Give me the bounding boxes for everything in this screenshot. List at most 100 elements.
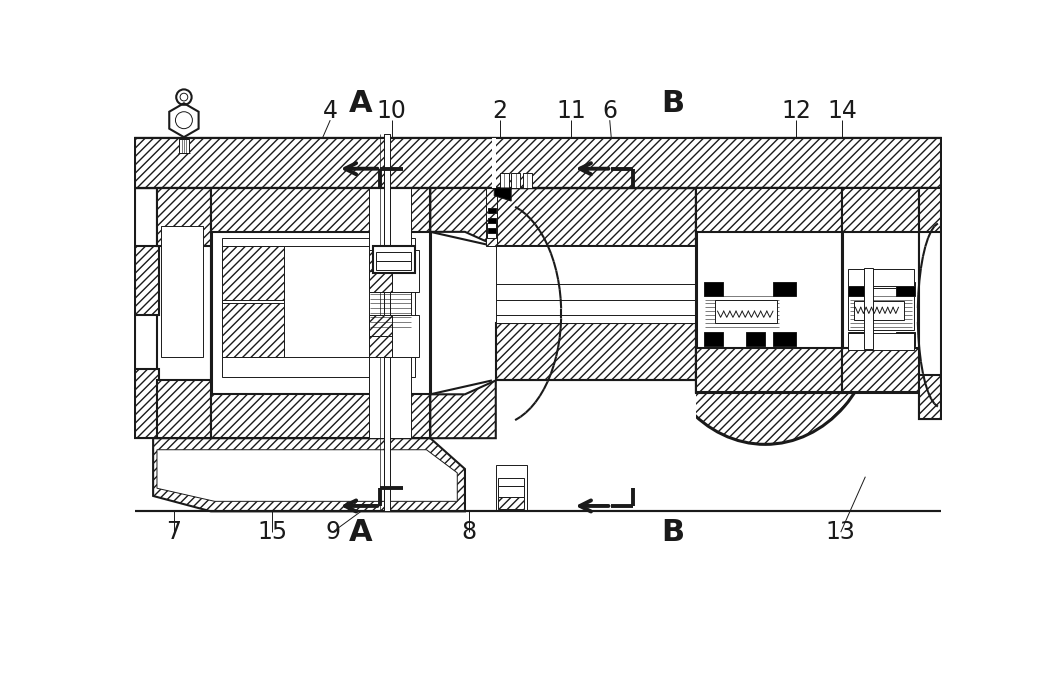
Polygon shape (495, 188, 511, 201)
Bar (842, 188, 920, 392)
Bar (708, 269, 761, 288)
Bar (135, 188, 159, 438)
Bar (392, 315, 419, 357)
Text: 6: 6 (603, 99, 617, 123)
Bar (369, 336, 392, 357)
Bar (920, 188, 941, 232)
Bar (848, 288, 914, 330)
Text: 2: 2 (492, 99, 507, 123)
Bar (696, 348, 842, 392)
Bar (223, 238, 415, 377)
Bar (158, 188, 211, 246)
Text: 8: 8 (461, 520, 477, 544)
Bar (376, 252, 412, 261)
Bar (211, 188, 430, 232)
Bar (704, 332, 723, 346)
Ellipse shape (653, 186, 877, 444)
Bar (211, 188, 430, 438)
Bar (511, 173, 521, 188)
Text: B: B (662, 89, 685, 118)
Bar (496, 323, 696, 381)
Text: 11: 11 (556, 99, 586, 123)
Bar (704, 288, 781, 330)
Bar (715, 300, 777, 323)
Bar (496, 246, 696, 323)
Bar (486, 188, 498, 246)
Bar (369, 271, 392, 292)
Bar (696, 188, 842, 232)
Bar (523, 173, 532, 188)
Bar (773, 282, 796, 295)
Bar (498, 498, 524, 509)
Bar (223, 304, 284, 357)
Bar (842, 188, 920, 232)
Bar (376, 261, 412, 270)
Bar (708, 330, 761, 349)
Bar (180, 139, 189, 153)
Text: A: A (350, 89, 373, 118)
Bar (369, 249, 392, 271)
Bar (696, 188, 842, 392)
Text: 13: 13 (825, 520, 856, 544)
Text: B: B (662, 517, 685, 547)
Bar (158, 188, 211, 438)
Bar (384, 134, 391, 511)
Polygon shape (430, 381, 496, 438)
Bar (211, 394, 430, 438)
Bar (161, 226, 203, 357)
Bar (369, 315, 392, 357)
Bar (848, 332, 864, 346)
Bar (135, 369, 159, 438)
Text: 7: 7 (166, 520, 182, 544)
Bar (920, 375, 941, 419)
Text: 15: 15 (257, 520, 288, 544)
Bar (500, 173, 509, 188)
Bar (135, 138, 941, 188)
Bar (392, 249, 419, 292)
Bar (848, 269, 914, 286)
Bar (488, 218, 496, 223)
Bar (488, 208, 496, 213)
Bar (854, 301, 904, 321)
Bar (864, 268, 874, 349)
Polygon shape (430, 188, 496, 246)
Bar (696, 348, 842, 392)
Bar (369, 188, 412, 438)
Bar (496, 188, 696, 246)
Bar (773, 332, 796, 346)
Text: 14: 14 (827, 99, 857, 123)
Bar (223, 246, 284, 357)
Bar (135, 246, 159, 315)
Bar (704, 282, 723, 295)
Bar (486, 223, 496, 238)
Bar (488, 228, 496, 232)
Bar (369, 315, 392, 336)
Bar (696, 188, 842, 392)
Bar (897, 332, 916, 346)
Text: 4: 4 (322, 99, 338, 123)
Bar (369, 249, 392, 292)
Bar (897, 282, 916, 295)
Bar (373, 246, 415, 272)
Text: A: A (350, 517, 373, 547)
Bar (498, 486, 524, 498)
Text: 12: 12 (781, 99, 811, 123)
Bar (496, 466, 527, 511)
Polygon shape (158, 450, 458, 501)
Bar (158, 381, 211, 438)
Polygon shape (153, 438, 465, 511)
Bar (491, 138, 496, 188)
Bar (920, 188, 941, 419)
Polygon shape (169, 103, 198, 137)
Bar (134, 84, 696, 623)
Bar (135, 138, 941, 188)
Text: 9: 9 (326, 520, 340, 544)
Bar (848, 282, 864, 295)
Bar (842, 348, 920, 392)
Bar (223, 246, 284, 300)
Bar (498, 478, 524, 486)
Text: 10: 10 (377, 99, 406, 123)
Bar (746, 332, 765, 346)
Bar (848, 332, 914, 349)
Bar (135, 138, 941, 188)
